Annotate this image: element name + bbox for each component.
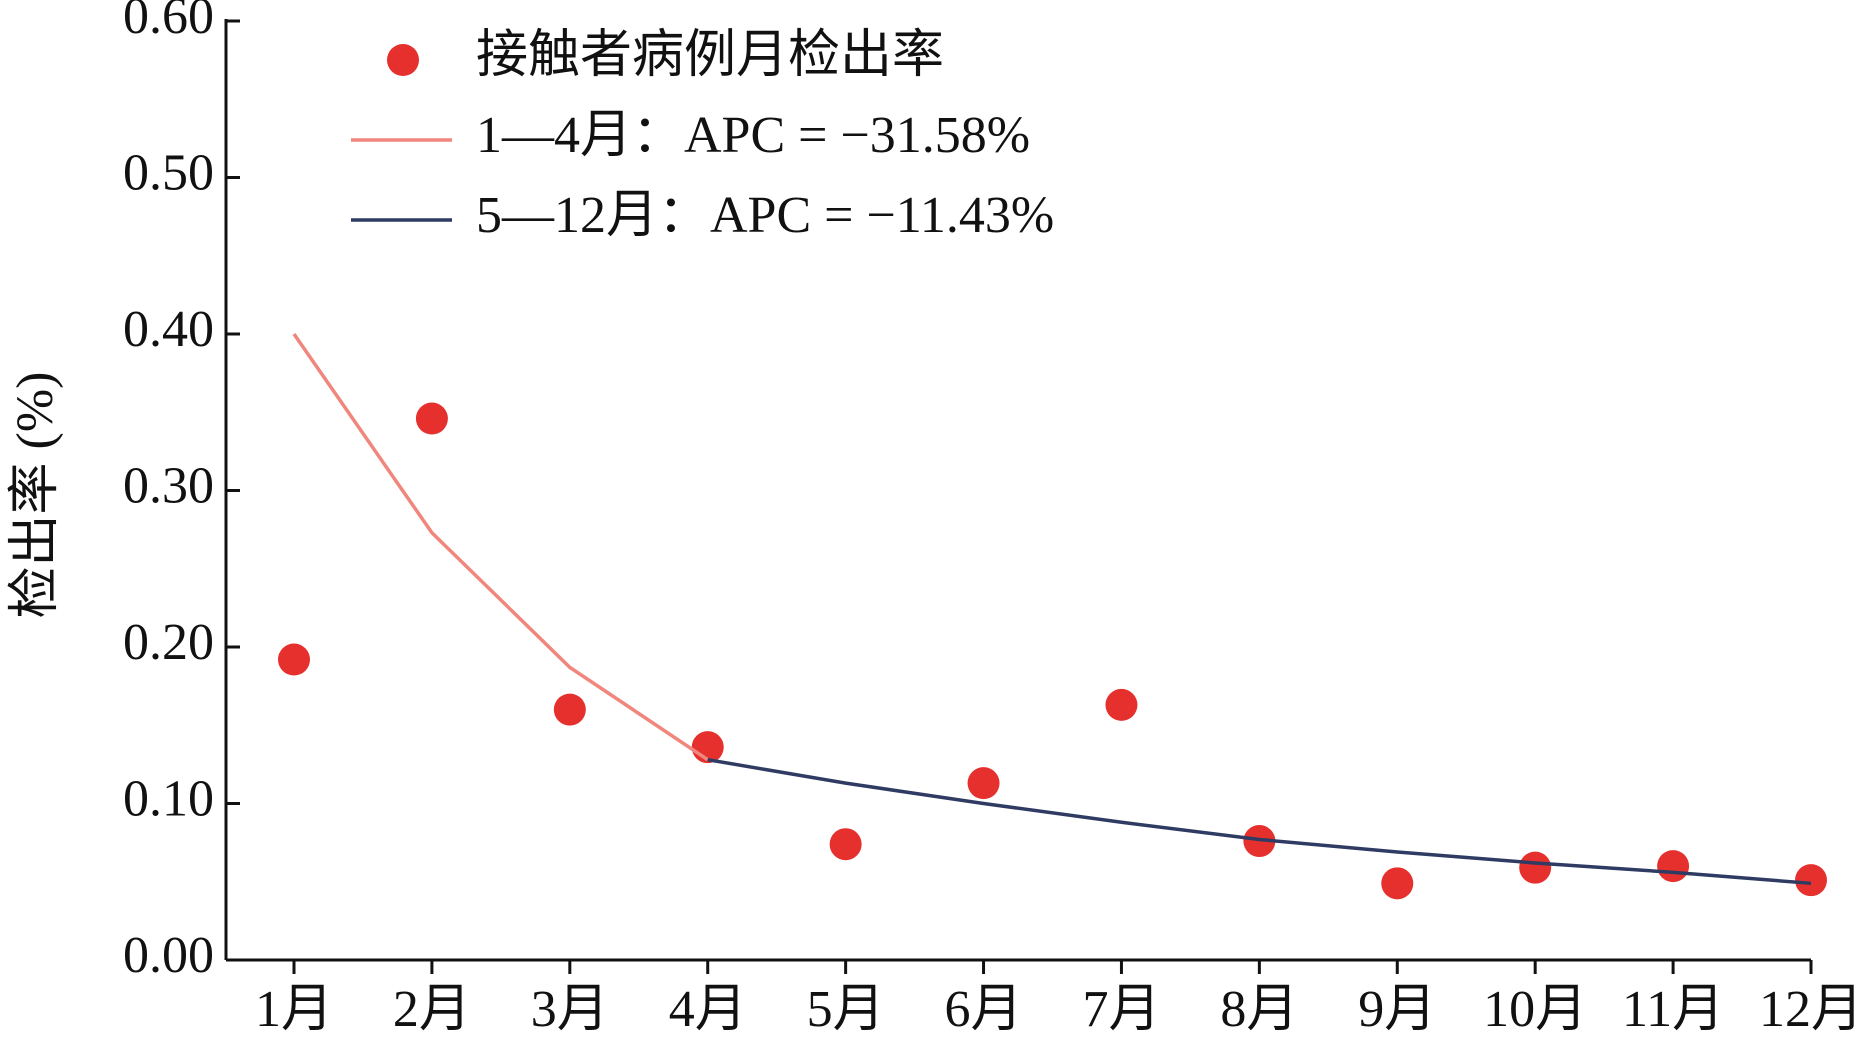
data-point <box>1657 850 1690 883</box>
legend-label: 接触者病例月检出率 <box>476 27 944 84</box>
data-point <box>553 693 586 726</box>
y-tick-label: 0.20 <box>123 614 214 671</box>
x-tick-label: 10月 <box>1483 981 1587 1038</box>
data-point <box>415 402 448 435</box>
data-point <box>1381 867 1414 900</box>
data-point <box>829 828 862 861</box>
x-tick-label: 3月 <box>531 981 609 1038</box>
y-axis-label: 检出率 (%) <box>7 372 64 619</box>
data-point <box>278 643 310 676</box>
x-tick-label: 6月 <box>945 981 1023 1038</box>
x-tick-label: 8月 <box>1220 981 1298 1038</box>
x-tick-label: 5月 <box>807 981 885 1038</box>
x-tick-label: 7月 <box>1082 981 1160 1038</box>
data-point <box>1519 851 1552 884</box>
x-tick-label: 11月 <box>1622 981 1724 1038</box>
trend-line <box>707 757 1812 886</box>
x-tick-label: 12月 <box>1759 981 1863 1038</box>
y-tick-label: 0.50 <box>123 144 214 201</box>
legend-label: 5—12月：APC = −11.43% <box>476 187 1054 244</box>
y-tick-label: 0.40 <box>123 301 214 358</box>
x-tick-label: 4月 <box>669 981 747 1038</box>
y-tick-label: 0.30 <box>123 457 214 514</box>
x-tick-label: 2月 <box>393 981 471 1038</box>
x-tick-label: 1月 <box>255 981 333 1038</box>
data-point <box>967 767 1000 800</box>
x-tick-label: 9月 <box>1358 981 1436 1038</box>
y-tick-label: 0.10 <box>123 770 214 827</box>
legend-marker <box>387 44 419 76</box>
y-tick-label: 0.00 <box>123 927 214 984</box>
data-point <box>1795 864 1827 897</box>
trend-line <box>292 333 709 762</box>
y-tick-label: 0.60 <box>123 0 214 45</box>
data-point <box>1105 688 1138 721</box>
legend-label: 1—4月：APC = −31.58% <box>476 107 1030 164</box>
